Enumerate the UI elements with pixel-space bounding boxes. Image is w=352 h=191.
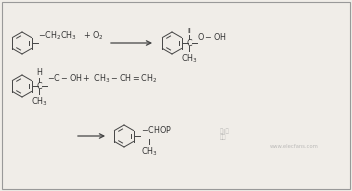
- Text: $\mathsf{-C-OH+\ CH_3-CH{=}CH_2}$: $\mathsf{-C-OH+\ CH_3-CH{=}CH_2}$: [47, 73, 157, 85]
- Text: www.elecfans.com: www.elecfans.com: [270, 144, 319, 149]
- Text: $\mathsf{-CHOP}$: $\mathsf{-CHOP}$: [141, 124, 172, 135]
- Text: $\mathsf{CH_3}$: $\mathsf{CH_3}$: [140, 145, 157, 158]
- Text: $\mathsf{CH_3}$: $\mathsf{CH_3}$: [181, 52, 197, 65]
- Text: $\mathsf{+\ O_2}$: $\mathsf{+\ O_2}$: [83, 29, 104, 42]
- Text: H: H: [36, 68, 42, 77]
- Text: C: C: [36, 82, 42, 91]
- Text: II: II: [187, 28, 191, 34]
- Text: C: C: [186, 39, 192, 48]
- Text: $\mathsf{-CH_2CH_3}$: $\mathsf{-CH_2CH_3}$: [38, 29, 77, 42]
- Text: $\mathsf{O-OH}$: $\mathsf{O-OH}$: [197, 31, 227, 42]
- Text: $\mathsf{CH_3}$: $\mathsf{CH_3}$: [31, 95, 48, 108]
- Text: 沪IJ六
家联: 沪IJ六 家联: [220, 128, 230, 140]
